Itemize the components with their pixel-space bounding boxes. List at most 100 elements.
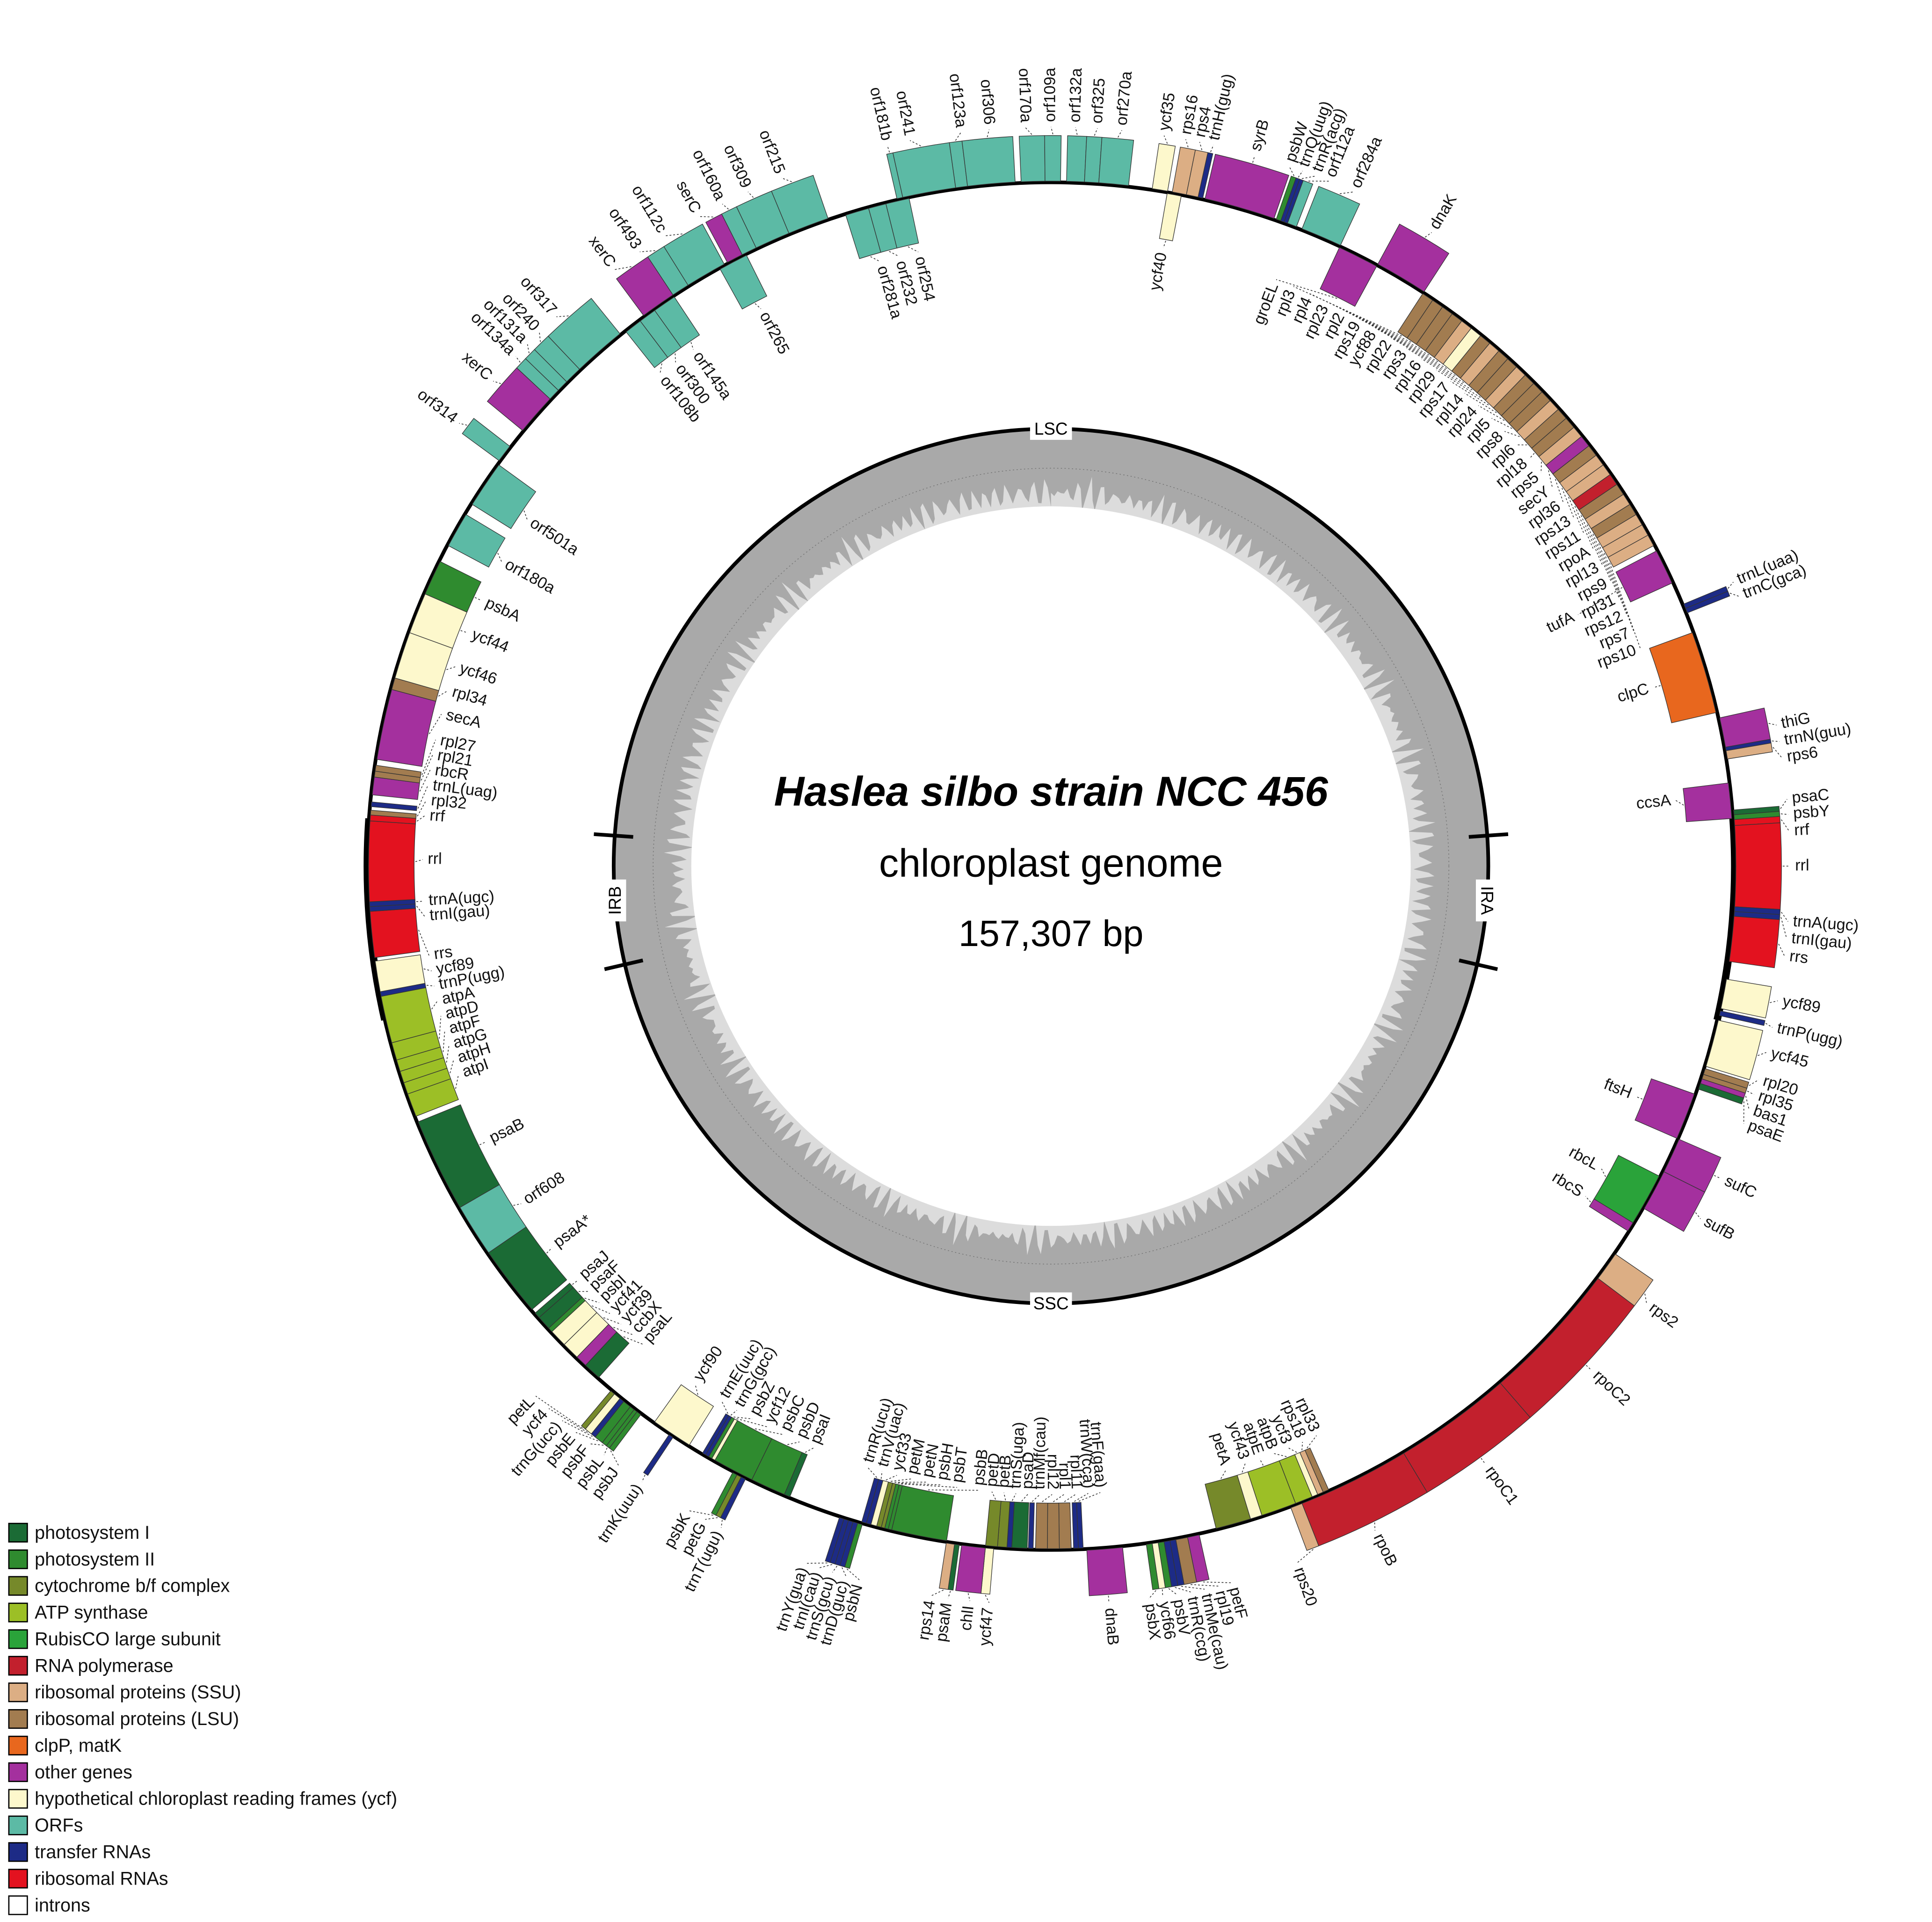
gene-box [1698, 1083, 1744, 1105]
gene-box [892, 142, 956, 198]
leader-line [589, 1443, 604, 1446]
legend-swatch [8, 1682, 28, 1703]
genome-title: Haslea silbo strain NCC 456 [774, 768, 1329, 815]
legend-swatch [8, 1869, 28, 1889]
leader-line [591, 1305, 610, 1314]
leader-line [721, 1401, 728, 1414]
gene-label: trnW(cca) [1076, 1419, 1098, 1489]
gene-box [375, 954, 426, 992]
leader-line [1293, 286, 1402, 336]
leader-line [1529, 453, 1535, 459]
leader-line [720, 1520, 723, 1528]
leader-line [967, 1593, 971, 1601]
leader-line [426, 985, 435, 987]
gene-label: trnS(uga) [1006, 1421, 1028, 1489]
leader-line [734, 1416, 753, 1420]
leader-line [1598, 543, 1627, 615]
leader-line [419, 770, 431, 792]
region-boundary [1459, 958, 1498, 971]
leader-line [690, 342, 694, 350]
gene-boxes [368, 135, 1782, 1596]
region-label-bg [1030, 417, 1072, 440]
leader-line [1491, 418, 1512, 429]
leader-line [1252, 155, 1255, 163]
legend-swatch [8, 1762, 28, 1782]
leader-line [1074, 1493, 1089, 1502]
leader-line [1064, 1493, 1077, 1502]
leader-line [417, 785, 429, 809]
legend-swatch [8, 1549, 28, 1569]
leader-line [1298, 171, 1303, 178]
leader-line [1288, 1447, 1297, 1453]
leader-line [867, 1467, 878, 1478]
leader-line [1359, 318, 1438, 362]
legend-swatch [8, 1576, 28, 1596]
gene-box [581, 1390, 615, 1430]
leader-line [1592, 533, 1620, 598]
gene-label: rrl [428, 850, 442, 867]
gene-box [654, 1384, 714, 1446]
legend-label: clpP, matK [35, 1735, 122, 1756]
leader-line [805, 1447, 814, 1453]
gene-box [663, 224, 725, 286]
leader-line [1772, 747, 1783, 758]
gene-box [1044, 135, 1062, 182]
leader-line [603, 1448, 608, 1456]
leader-line [1601, 1168, 1606, 1177]
legend-label: introns [35, 1895, 90, 1915]
gene-box [472, 464, 537, 529]
gene-box [1649, 632, 1716, 723]
region-boundary [604, 958, 644, 971]
leader-line [439, 1016, 442, 1039]
legend-swatch [8, 1709, 28, 1729]
gene-box [370, 809, 417, 819]
leader-line [1168, 1588, 1177, 1595]
gene-box [418, 1104, 500, 1208]
gene-box [1028, 1502, 1035, 1549]
legend-label: photosystem II [35, 1549, 155, 1570]
region-label-bg [1475, 879, 1498, 922]
gene-box [1734, 822, 1782, 910]
gene-box [1198, 152, 1213, 199]
gene-box [535, 1282, 574, 1318]
legend-swatch [8, 1602, 28, 1623]
gene-box [375, 764, 421, 778]
leader-line [421, 739, 436, 775]
gene-box [961, 136, 1016, 187]
leader-line [846, 1568, 860, 1580]
gene-box [825, 1517, 844, 1563]
gene-box [885, 198, 919, 249]
gene-box [985, 1500, 1002, 1547]
gene-label: petB [995, 1454, 1015, 1488]
leader-line [722, 204, 729, 210]
region-label-bg [604, 879, 626, 922]
leader-line [1770, 1000, 1778, 1003]
legend-label: transfer RNAs [35, 1842, 151, 1862]
gene-label: trnA(ugc) [428, 888, 495, 909]
gene-box [1058, 1502, 1072, 1549]
leader-line [1747, 1091, 1754, 1095]
leader-line [418, 930, 430, 956]
leader-line [523, 510, 528, 520]
gene-box [1205, 153, 1289, 219]
leader-line [1780, 813, 1788, 815]
leader-line [1391, 337, 1456, 376]
leader-line [1481, 1458, 1486, 1464]
legend-label: ribosomal proteins (LSU) [35, 1709, 239, 1729]
legend-label: ATP synthase [35, 1602, 148, 1623]
leader-line [1728, 582, 1734, 589]
gene-label: orf306 [977, 79, 999, 125]
legend-swatch [8, 1789, 28, 1809]
gene-box [1152, 143, 1176, 192]
leader-line [1118, 130, 1122, 138]
gene-box [1011, 1501, 1029, 1549]
leader-line [665, 233, 683, 236]
leader-line [1375, 328, 1447, 369]
gene-box [1320, 247, 1377, 307]
leader-line [736, 1418, 768, 1427]
gene-box [370, 801, 418, 811]
leader-line [1259, 1458, 1264, 1466]
leader-line [1242, 1463, 1246, 1473]
leader-line [429, 713, 442, 735]
